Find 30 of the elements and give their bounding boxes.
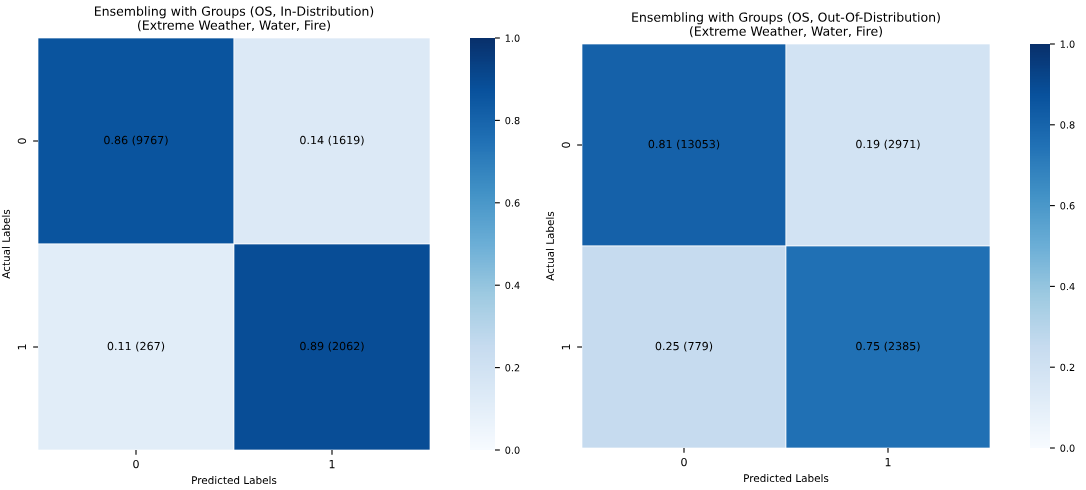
color-bar-label: 0.8: [1060, 121, 1075, 129]
color-bar-label: 0.2: [505, 364, 520, 372]
data-label: 0.14 (1619): [300, 135, 364, 146]
data-label: 0.81 (13053): [648, 139, 720, 150]
color-bar-label: 0.6: [1060, 202, 1075, 210]
x-tick-label: 0: [133, 459, 139, 469]
color-bar-label: 0.8: [505, 116, 520, 125]
color-bar-label: 1.0: [505, 34, 520, 42]
color-bar-label: 0.4: [505, 281, 520, 290]
data-label: 0.75 (2385): [856, 341, 920, 352]
data-label: 0.25 (779): [655, 341, 713, 352]
x-axis-title: Predicted Labels: [192, 476, 277, 485]
x-tick-label: 0: [681, 457, 687, 467]
color-bar-label: 0.0: [505, 446, 520, 454]
data-label: 0.86 (9767): [104, 135, 168, 146]
color-bar-label: 0.6: [505, 199, 520, 207]
data-label: 0.89 (2062): [300, 341, 364, 352]
color-bar-label: 0.2: [1060, 363, 1075, 372]
y-axis-title: Actual Labels: [545, 211, 554, 281]
data-label: 0.19 (2971): [856, 139, 920, 150]
color-bar-label: 0.0: [1060, 444, 1075, 452]
color-bar-label: 0.4: [1060, 282, 1075, 291]
chart-title: Ensembling with Groups (OS, Out-Of-Distribution) (Extreme Weather, Water, Fire): [632, 12, 940, 38]
data-label: 0.11 (267): [107, 341, 165, 352]
x-tick-label: 1: [329, 460, 335, 469]
color-bar-label: 1.0: [1060, 40, 1075, 48]
chart-title: Ensembling with Groups (OS, In-Distribution) (Extreme Weather, Water, Fire): [95, 6, 374, 32]
y-axis-title: Actual Labels: [1, 209, 10, 279]
x-tick-label: 1: [885, 458, 891, 467]
x-axis-title: Predicted Labels: [744, 474, 829, 483]
